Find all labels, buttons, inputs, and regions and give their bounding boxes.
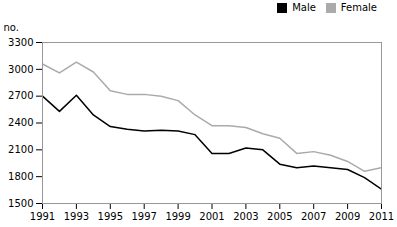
svg-text:2007: 2007	[301, 211, 326, 222]
svg-text:1991: 1991	[30, 211, 55, 222]
svg-text:2003: 2003	[233, 211, 258, 222]
svg-text:1999: 1999	[165, 211, 190, 222]
html-text:Male: Male	[292, 2, 316, 13]
svg-text:2011: 2011	[369, 211, 394, 222]
html-text:Female: Female	[340, 2, 377, 13]
svg-text:3000: 3000	[8, 64, 33, 75]
svg-text:2009: 2009	[335, 211, 360, 222]
svg-text:1995: 1995	[98, 211, 123, 222]
svg-text:1997: 1997	[131, 211, 156, 222]
svg-text:2700: 2700	[8, 90, 33, 101]
svg-text:1993: 1993	[64, 211, 89, 222]
svg-text:no.: no.	[4, 22, 19, 33]
svg-text:3300: 3300	[8, 37, 33, 48]
svg-text:2001: 2001	[199, 211, 224, 222]
svg-text:1800: 1800	[8, 171, 33, 182]
svg-text:2100: 2100	[8, 144, 33, 155]
svg-text:2400: 2400	[8, 117, 33, 128]
svg-text:1500: 1500	[8, 198, 33, 209]
svg-text:2005: 2005	[267, 211, 292, 222]
